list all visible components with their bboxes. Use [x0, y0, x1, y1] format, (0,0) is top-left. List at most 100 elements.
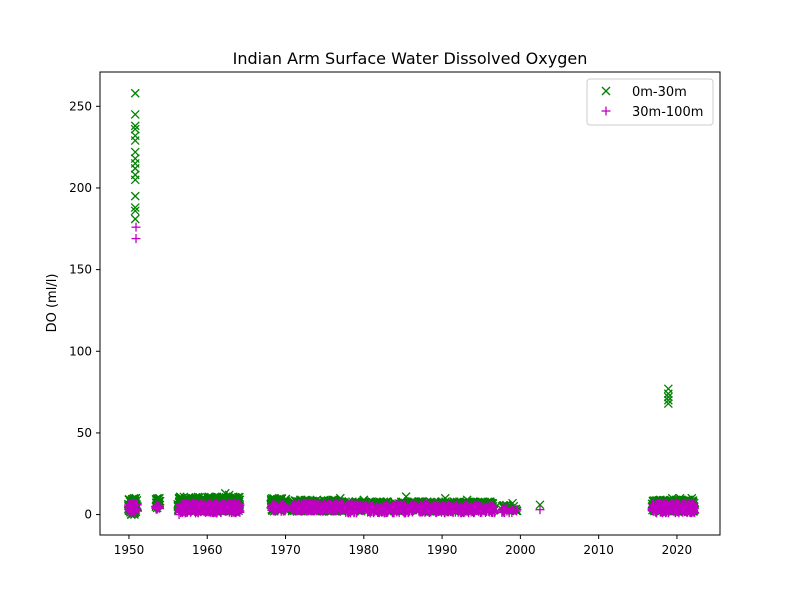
legend-box	[586, 78, 714, 126]
point-x-marker	[130, 136, 140, 146]
point-x-marker	[224, 490, 234, 500]
legend-plus-marker	[601, 106, 611, 116]
point-plus-marker	[500, 505, 510, 515]
point-plus-marker	[132, 500, 142, 510]
point-plus-marker	[648, 503, 658, 513]
legend-marker-plus	[601, 106, 611, 116]
x-tick-label: 2010	[583, 543, 614, 557]
point-plus-marker	[461, 500, 471, 510]
point-x-marker	[130, 88, 140, 98]
x-tick-label: 2020	[662, 543, 693, 557]
point-plus-marker	[508, 505, 518, 515]
point-plus-marker	[468, 503, 478, 513]
point-plus-marker	[421, 501, 431, 511]
point-x-marker	[130, 163, 140, 173]
legend-marker-x	[601, 86, 611, 96]
point-plus-marker	[461, 501, 471, 511]
point-plus-marker	[359, 501, 369, 511]
point-plus-marker	[194, 503, 204, 513]
point-plus-marker	[484, 503, 494, 513]
point-plus-marker	[677, 501, 687, 511]
point-plus-marker	[352, 504, 362, 514]
point-x-marker	[130, 175, 140, 185]
point-plus-marker	[222, 501, 232, 511]
point-plus-marker	[126, 503, 136, 513]
y-tick-label: 250	[69, 99, 92, 113]
point-plus-marker	[360, 500, 370, 510]
point-plus-marker	[153, 503, 163, 513]
y-tick-label: 150	[69, 263, 92, 277]
point-plus-marker	[312, 503, 322, 513]
x-tick-label: 1970	[270, 543, 301, 557]
point-plus-marker	[418, 506, 428, 516]
point-x-marker	[508, 498, 518, 508]
point-plus-marker	[335, 501, 345, 511]
point-x-marker	[663, 399, 673, 408]
point-x-marker	[663, 389, 673, 399]
legend-x-marker	[601, 86, 611, 96]
x-tick-label: 1950	[114, 543, 145, 557]
point-x-marker	[130, 147, 140, 157]
point-plus-marker	[682, 503, 692, 513]
legend-entry-0m-30m: 0m-30m	[601, 85, 687, 100]
point-plus-marker	[131, 234, 141, 244]
point-plus-marker	[281, 503, 291, 513]
point-plus-marker	[216, 503, 226, 513]
point-plus-marker	[154, 501, 164, 511]
x-tick-label: 1980	[349, 543, 380, 557]
point-plus-marker	[174, 510, 184, 520]
point-plus-marker	[189, 501, 199, 511]
point-plus-marker	[227, 503, 237, 513]
point-plus-marker	[444, 507, 454, 517]
point-x-marker	[130, 124, 140, 134]
point-x-marker	[535, 500, 545, 510]
point-plus-marker	[535, 505, 545, 515]
data-points	[123, 88, 700, 520]
point-plus-marker	[288, 501, 298, 511]
legend: 0m-30m 30m-100m	[586, 78, 714, 126]
plot-frame	[99, 71, 721, 536]
point-x-marker	[130, 206, 140, 216]
point-plus-marker	[374, 505, 384, 515]
x-tick-label: 1960	[192, 543, 223, 557]
legend-label: 30m-100m	[632, 105, 703, 120]
point-plus-marker	[351, 503, 361, 513]
point-plus-marker	[200, 501, 210, 511]
point-x-marker	[130, 203, 140, 213]
y-tick-label: 50	[77, 426, 92, 440]
point-plus-marker	[457, 507, 467, 517]
point-x-marker	[130, 214, 140, 224]
point-plus-marker	[178, 501, 188, 511]
point-plus-marker	[304, 501, 314, 511]
legend-label: 0m-30m	[632, 85, 687, 100]
point-x-marker	[130, 110, 140, 119]
point-plus-marker	[183, 500, 193, 510]
point-plus-marker	[406, 503, 416, 513]
point-x-marker	[130, 121, 140, 131]
point-plus-marker	[488, 507, 498, 517]
point-plus-marker	[233, 501, 243, 511]
point-plus-marker	[688, 501, 698, 511]
point-plus-marker	[211, 501, 221, 511]
chart-title: Indian Arm Surface Water Dissolved Oxyge…	[233, 49, 588, 68]
point-plus-marker	[687, 508, 697, 518]
point-plus-marker	[476, 505, 486, 515]
point-plus-marker	[655, 501, 665, 511]
point-plus-marker	[453, 503, 463, 513]
y-tick-label: 0	[84, 508, 92, 522]
point-plus-marker	[320, 501, 330, 511]
point-plus-marker	[205, 503, 215, 513]
point-plus-marker	[445, 503, 455, 513]
point-plus-marker	[343, 503, 353, 513]
point-plus-marker	[414, 503, 424, 513]
y-axis: 0 50 100 150 200 250	[69, 99, 100, 522]
point-plus-marker	[390, 503, 400, 513]
point-plus-marker	[328, 503, 337, 513]
y-axis-title: DO (ml/l)	[45, 274, 60, 333]
point-plus-marker	[128, 505, 138, 515]
point-plus-marker	[296, 503, 306, 513]
point-x-marker	[130, 191, 140, 201]
point-plus-marker	[131, 222, 141, 232]
point-plus-marker	[269, 503, 279, 513]
